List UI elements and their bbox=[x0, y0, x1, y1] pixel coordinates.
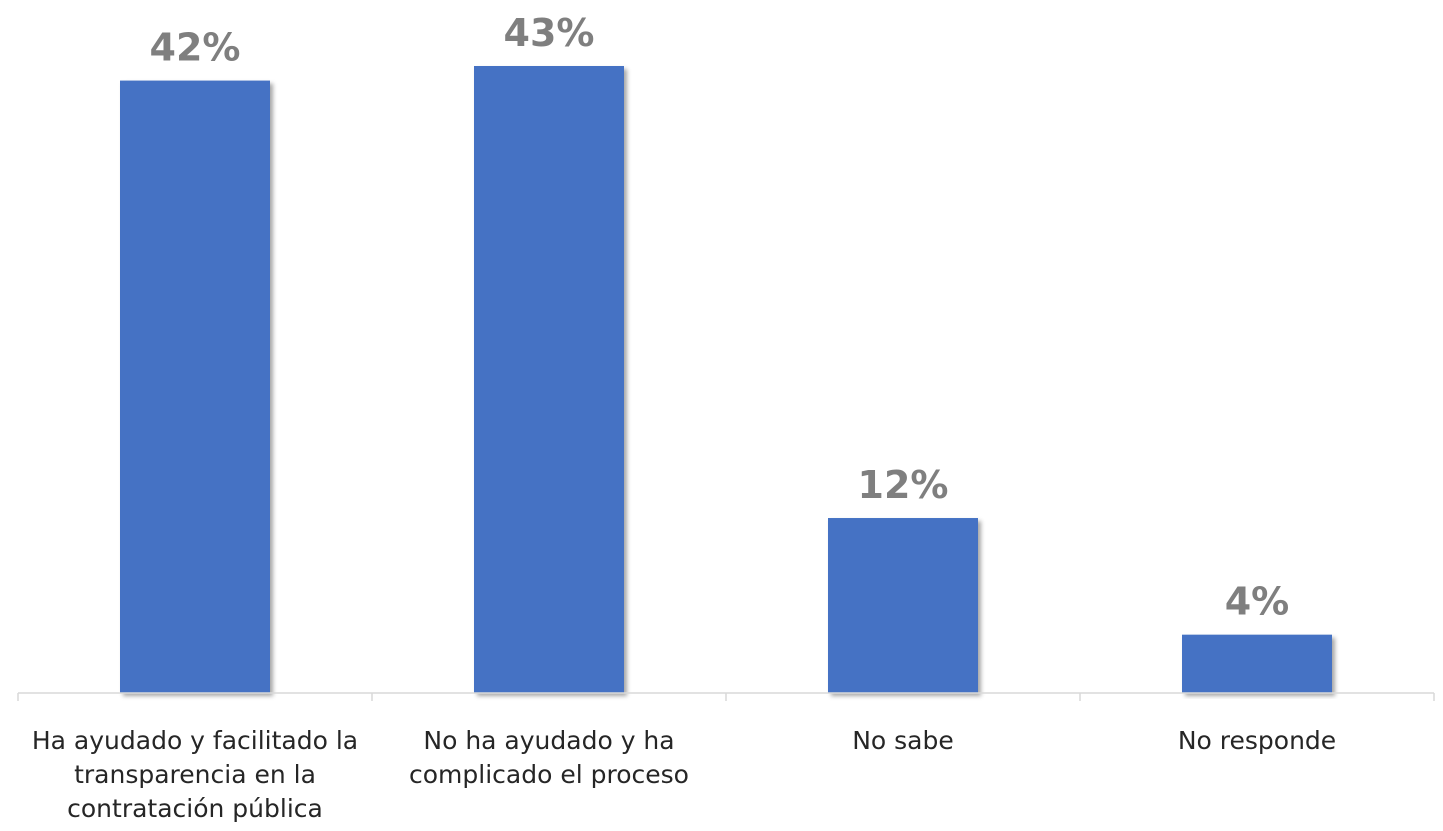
category-label-line: transparencia en la bbox=[74, 760, 316, 789]
category-label-line: complicado el proceso bbox=[409, 760, 689, 789]
bar bbox=[474, 66, 624, 693]
bar bbox=[828, 518, 978, 693]
category-label: No responde bbox=[1178, 726, 1336, 755]
category-label-line: No sabe bbox=[852, 726, 954, 755]
bar-value-label: 42% bbox=[150, 26, 241, 70]
x-axis-ticks bbox=[17, 693, 1435, 701]
bars-group bbox=[120, 66, 1332, 693]
bar-value-label: 12% bbox=[858, 463, 949, 507]
category-label-line: No responde bbox=[1178, 726, 1336, 755]
category-label-line: Ha ayudado y facilitado la bbox=[32, 726, 358, 755]
category-label: No ha ayudado y ha complicado el proceso bbox=[409, 726, 689, 789]
value-labels-group: 42% 43% 12% 4% bbox=[150, 11, 1290, 624]
bar bbox=[1182, 634, 1332, 693]
bar-value-label: 43% bbox=[504, 11, 595, 55]
category-labels-group: Ha ayudado y facilitado la transparencia … bbox=[32, 726, 1336, 823]
category-label: No sabe bbox=[852, 726, 954, 755]
category-label: Ha ayudado y facilitado la transparencia … bbox=[32, 726, 358, 823]
category-label-line: No ha ayudado y ha bbox=[423, 726, 674, 755]
bar bbox=[120, 80, 270, 693]
bar-value-label: 4% bbox=[1225, 580, 1290, 624]
category-label-line: contratación pública bbox=[67, 794, 323, 823]
